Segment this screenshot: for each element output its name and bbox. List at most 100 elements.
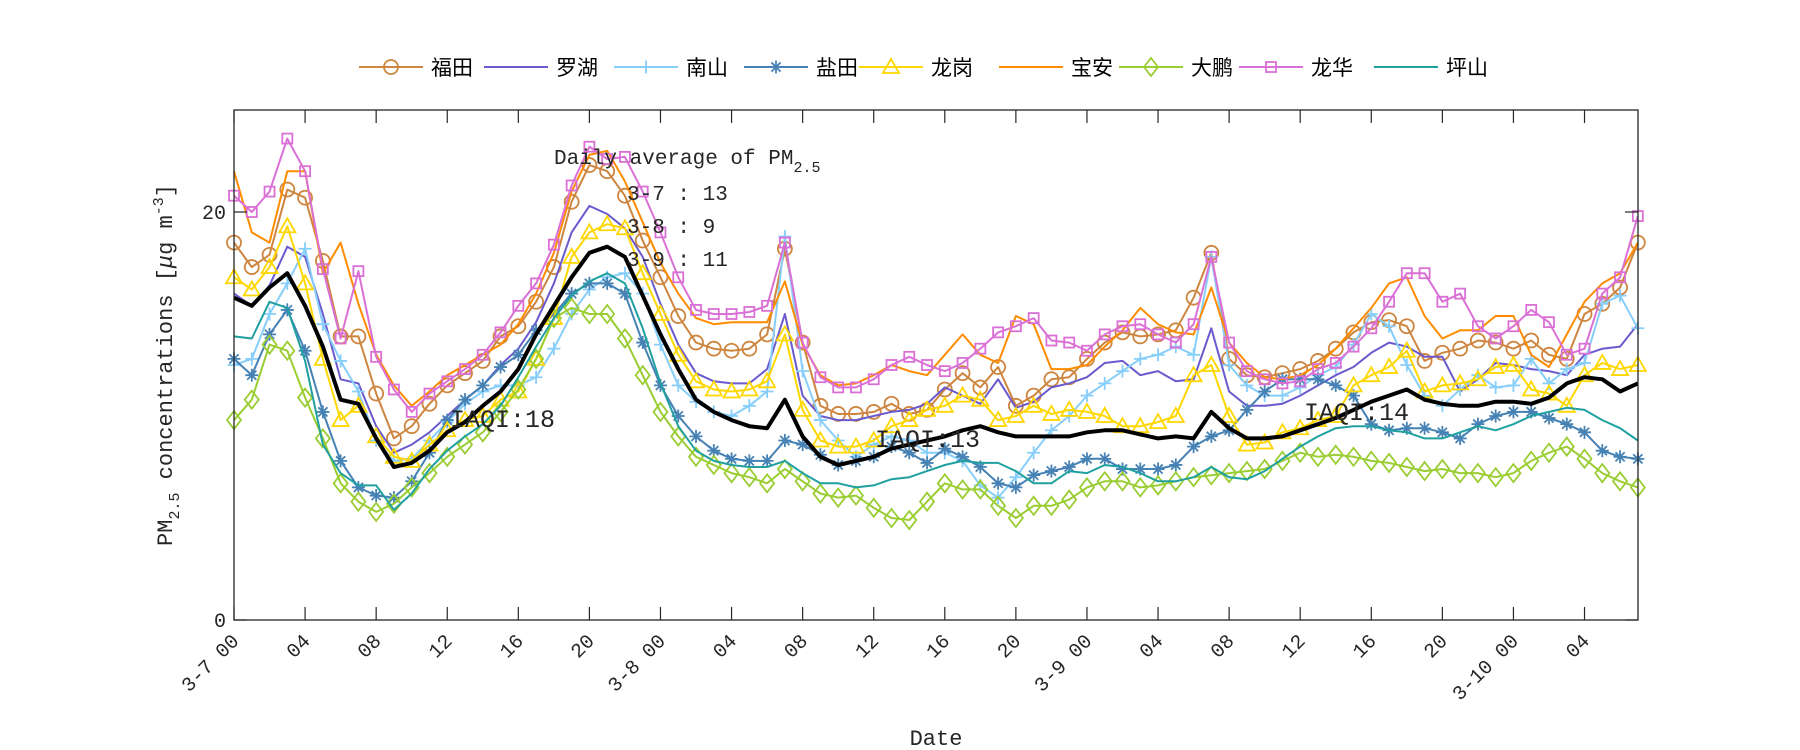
data-point [299,165,311,178]
legend-label: 龙岗 [931,56,973,80]
data-point [1524,405,1538,419]
data-point [725,452,739,466]
data-point [298,344,312,358]
data-point [1098,376,1112,390]
data-point [956,357,969,369]
data-point [1507,320,1520,333]
data-point [1451,462,1469,484]
data-point [1594,462,1611,484]
data-point [1310,353,1326,369]
data-point [1558,436,1575,458]
data-point [1219,406,1239,423]
data-point [1595,444,1609,458]
data-point [351,385,365,399]
data-point [1343,375,1364,393]
data-point [261,246,278,263]
data-point [1027,446,1041,460]
plot-area [224,132,1648,531]
data-point [1506,405,1520,419]
data-point [368,501,385,523]
data-point [295,273,315,291]
data-point [775,324,795,342]
data-point [1400,358,1414,372]
data-point [243,389,260,411]
series-line [233,272,1639,511]
data-point [972,379,989,396]
data-point [1557,395,1577,413]
legend-label: 罗湖 [556,56,598,80]
data-point [1134,318,1147,331]
data-point [1472,320,1484,333]
data-point [1489,332,1502,345]
data-point [725,308,738,320]
data-point [903,350,916,363]
data-point [544,308,564,325]
data-point [547,307,561,321]
data-point [1610,359,1630,376]
data-point [526,349,546,366]
data-point [334,454,348,468]
data-point [760,454,774,468]
data-point [846,436,866,454]
legend-item-福田: 福田 [359,56,473,80]
legend-marker [639,60,653,74]
data-point [1274,450,1291,472]
data-point [1327,340,1344,357]
data-point [1187,318,1200,331]
x-tick-label: 16 [496,631,529,664]
annotations: Daily average of PM2.5 3-7 : 13 3-8 : 9 … [450,148,1409,455]
data-point [366,426,386,444]
data-point [331,410,351,427]
data-point [1240,365,1253,378]
data-point [1149,474,1167,496]
x-tick-label: 04 [1562,631,1595,664]
data-point [668,344,688,362]
data-point [1487,334,1504,351]
data-point [1364,417,1378,431]
data-point [1027,468,1041,482]
data-point [494,326,507,339]
data-point [1078,476,1096,498]
data-point [1382,319,1396,333]
data-point [1203,464,1220,486]
legend-label: 坪山 [1446,56,1488,80]
data-point [1116,320,1129,333]
data-point [723,462,740,484]
data-point [936,472,953,494]
data-point [385,493,403,515]
data-point [686,371,706,389]
data-point [1578,425,1592,439]
data-point [1258,373,1271,386]
data-point [1398,456,1415,478]
data-point [316,405,330,419]
data-point [1205,250,1218,263]
data-point [636,185,649,198]
data-point [494,360,508,374]
data-point [529,370,543,384]
data-point [529,323,543,337]
data-point [1133,462,1147,476]
data-point [1237,434,1257,452]
data-point [810,430,830,448]
data-point [1201,355,1221,372]
data-point [351,480,365,494]
legend-marker [881,57,901,74]
data-point [1080,452,1094,466]
mean-line [233,244,1639,469]
data-point [511,348,525,362]
data-point [705,340,722,357]
data-point [1309,446,1327,468]
data-point [510,318,527,335]
data-point [1503,355,1523,372]
data-point [1576,448,1593,470]
data-point [1114,470,1131,492]
data-point [1347,340,1360,353]
data-point [1061,489,1078,511]
data-point [405,406,418,418]
data-point [1025,495,1042,517]
data-point [1059,400,1079,417]
data-point [778,433,792,447]
data-point [563,297,580,319]
x-tick-label: 04 [1136,631,1169,664]
x-tick-label: 12 [1278,631,1311,664]
